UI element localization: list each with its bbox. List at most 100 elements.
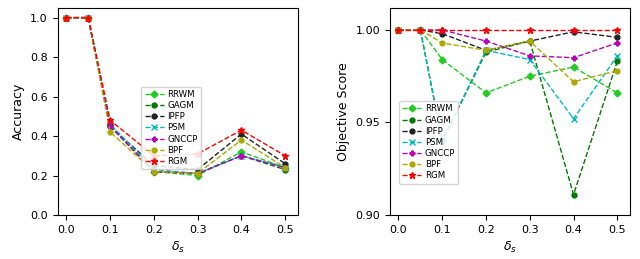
RGM [395,28,403,32]
RRWM [395,28,403,32]
BPF [84,16,92,19]
GAGM [395,28,403,32]
IPFP [526,40,534,43]
Y-axis label: Objective Score: Objective Score [337,62,349,161]
BPF [63,16,70,19]
Line: RGM: RGM [63,14,289,159]
X-axis label: $\delta_s$: $\delta_s$ [503,240,517,255]
Line: IPFP: IPFP [396,27,620,53]
Line: GNCCP: GNCCP [64,15,287,176]
PSM [438,139,446,142]
BPF [237,138,245,141]
GAGM [106,125,114,128]
PSM [282,166,289,169]
RRWM [63,16,70,19]
RRWM [150,170,157,173]
Line: RRWM: RRWM [396,27,620,95]
IPFP [84,16,92,19]
GNCCP [194,172,202,175]
IPFP [613,36,621,39]
RGM [526,28,534,32]
RRWM [282,166,289,169]
RGM [106,119,114,122]
GAGM [482,51,490,54]
BPF [482,49,490,52]
GNCCP [237,154,245,157]
Line: GAGM: GAGM [396,27,620,197]
GNCCP [282,166,289,169]
RRWM [84,16,92,19]
GAGM [84,16,92,19]
RRWM [570,66,577,69]
Line: GAGM: GAGM [64,15,287,176]
GNCCP [613,41,621,45]
RGM [570,28,577,32]
PSM [395,28,403,32]
IPFP [150,164,157,167]
Line: PSM: PSM [63,15,288,176]
Line: IPFP: IPFP [64,15,287,172]
GAGM [63,16,70,19]
IPFP [438,32,446,35]
PSM [63,16,70,19]
PSM [150,168,157,171]
PSM [84,16,92,19]
GNCCP [63,16,70,19]
PSM [417,28,424,32]
BPF [526,40,534,43]
PSM [613,54,621,57]
RGM [63,16,70,19]
IPFP [482,49,490,52]
BPF [613,69,621,72]
GNCCP [526,54,534,57]
Line: RRWM: RRWM [64,15,287,178]
GAGM [570,193,577,196]
GAGM [194,172,202,175]
RGM [194,152,202,155]
BPF [282,166,289,169]
RRWM [613,91,621,95]
X-axis label: $\delta_s$: $\delta_s$ [171,240,185,255]
IPFP [106,125,114,128]
PSM [194,172,202,175]
BPF [194,172,202,175]
Line: GNCCP: GNCCP [396,27,620,60]
PSM [482,49,490,52]
RGM [417,28,424,32]
PSM [237,154,245,157]
GNCCP [438,28,446,32]
PSM [106,123,114,126]
RRWM [417,28,424,32]
BPF [106,131,114,134]
RRWM [438,58,446,61]
BPF [438,41,446,45]
RGM [613,28,621,32]
IPFP [237,133,245,136]
RRWM [482,91,490,95]
Line: PSM: PSM [396,27,620,144]
RGM [150,154,157,157]
GNCCP [150,170,157,173]
RRWM [106,123,114,126]
Legend: RRWM, GAGM, IPFP, PSM, GNCCP, BPF, RGM: RRWM, GAGM, IPFP, PSM, GNCCP, BPF, RGM [141,87,201,169]
BPF [417,28,424,32]
GAGM [282,168,289,171]
RRWM [526,75,534,78]
GNCCP [84,16,92,19]
Line: BPF: BPF [64,15,287,176]
GNCCP [395,28,403,32]
RGM [438,28,446,32]
GNCCP [482,40,490,43]
GNCCP [106,125,114,128]
RRWM [194,174,202,177]
PSM [570,117,577,120]
Legend: RRWM, GAGM, IPFP, PSM, GNCCP, BPF, RGM: RRWM, GAGM, IPFP, PSM, GNCCP, BPF, RGM [399,101,458,184]
RGM [84,16,92,19]
GAGM [417,28,424,32]
IPFP [282,162,289,165]
GNCCP [417,28,424,32]
BPF [570,80,577,83]
RGM [282,154,289,157]
IPFP [417,28,424,32]
IPFP [395,28,403,32]
